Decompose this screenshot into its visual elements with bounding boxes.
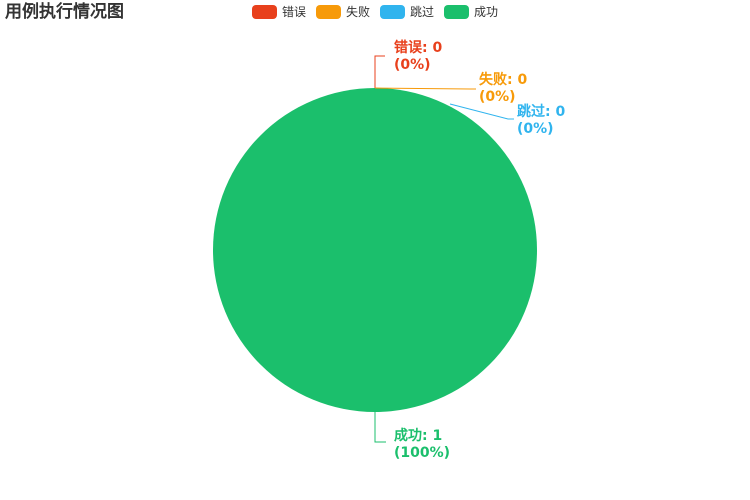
pie-slice-success[interactable] [213, 88, 537, 412]
legend-swatch-success [444, 5, 469, 19]
legend-swatch-fail [316, 5, 341, 19]
legend-item-error[interactable]: 错误 [252, 4, 306, 20]
label-line-skip [449, 103, 514, 120]
legend-label-fail: 失败 [346, 5, 371, 19]
legend-swatch-skip [380, 5, 405, 19]
slice-label-skip: 跳过: 0 [517, 103, 565, 120]
chart-title: 用例执行情况图 [5, 2, 124, 22]
label-line-success [374, 412, 386, 443]
legend-item-skip[interactable]: 跳过 [380, 4, 434, 20]
slice-percent-success: (100%) [394, 445, 450, 461]
legend-item-fail[interactable]: 失败 [316, 4, 370, 20]
legend: 错误 失败 跳过 成功 [0, 4, 750, 20]
legend-item-success[interactable]: 成功 [444, 4, 498, 20]
slice-percent-fail: (0%) [479, 89, 516, 105]
slice-label-fail: 失败: 0 [479, 71, 527, 88]
label-line-error [374, 55, 385, 88]
legend-label-skip: 跳过 [410, 5, 435, 19]
legend-label-success: 成功 [474, 5, 499, 19]
label-line-fail [374, 87, 476, 90]
legend-swatch-error [252, 5, 277, 19]
slice-label-success: 成功: 1 [394, 427, 442, 444]
legend-label-error: 错误 [282, 5, 307, 19]
slice-label-error: 错误: 0 [394, 39, 442, 56]
slice-percent-skip: (0%) [517, 121, 554, 137]
slice-percent-error: (0%) [394, 57, 431, 73]
